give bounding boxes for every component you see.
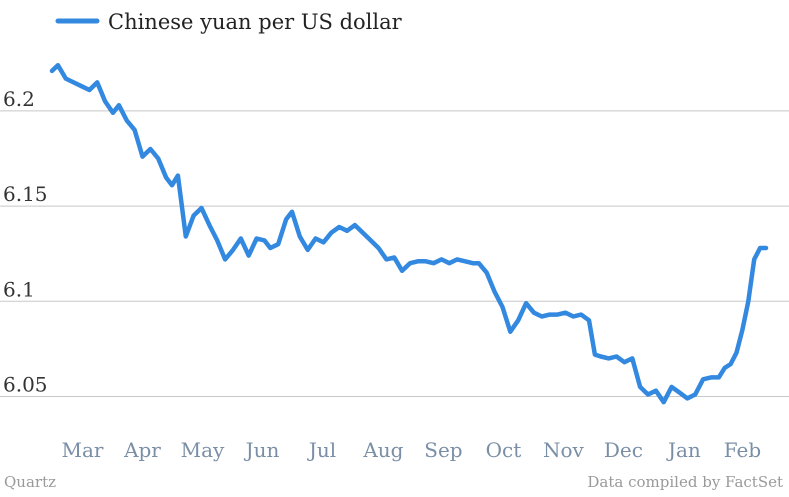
legend: Chinese yuan per US dollar: [55, 10, 403, 34]
x-axis-ticks: Mar Apr May Jun Jul Aug Sep Oct Nov Dec Jan Feb: [62, 438, 762, 462]
x-tick-label: May: [181, 438, 225, 462]
x-tick-label: Mar: [62, 438, 104, 462]
y-tick-label: 6.05: [3, 372, 48, 396]
x-tick-label: Aug: [362, 438, 403, 462]
legend-label: Chinese yuan per US dollar: [108, 10, 403, 34]
x-tick-label: Nov: [543, 438, 585, 462]
y-tick-label: 6.1: [3, 277, 35, 301]
x-tick-label: Oct: [486, 438, 522, 462]
series-line: [49, 62, 769, 405]
grid-layer: [0, 110, 789, 397]
x-tick-label: Jun: [244, 438, 280, 462]
y-tick-label: 6.2: [3, 87, 35, 111]
x-tick-label: Jul: [307, 438, 336, 462]
source-label: Quartz: [4, 473, 56, 491]
x-tick-label: Apr: [123, 438, 161, 462]
credit-label: Data compiled by FactSet: [587, 473, 783, 491]
x-tick-label: Feb: [724, 438, 761, 462]
series-layer: [49, 62, 769, 405]
y-axis-ticks: 6.05 6.1 6.15 6.2: [3, 87, 48, 397]
x-tick-label: Sep: [424, 438, 462, 462]
x-tick-label: Dec: [604, 438, 643, 462]
x-tick-label: Jan: [666, 438, 701, 462]
y-tick-label: 6.15: [3, 182, 48, 206]
